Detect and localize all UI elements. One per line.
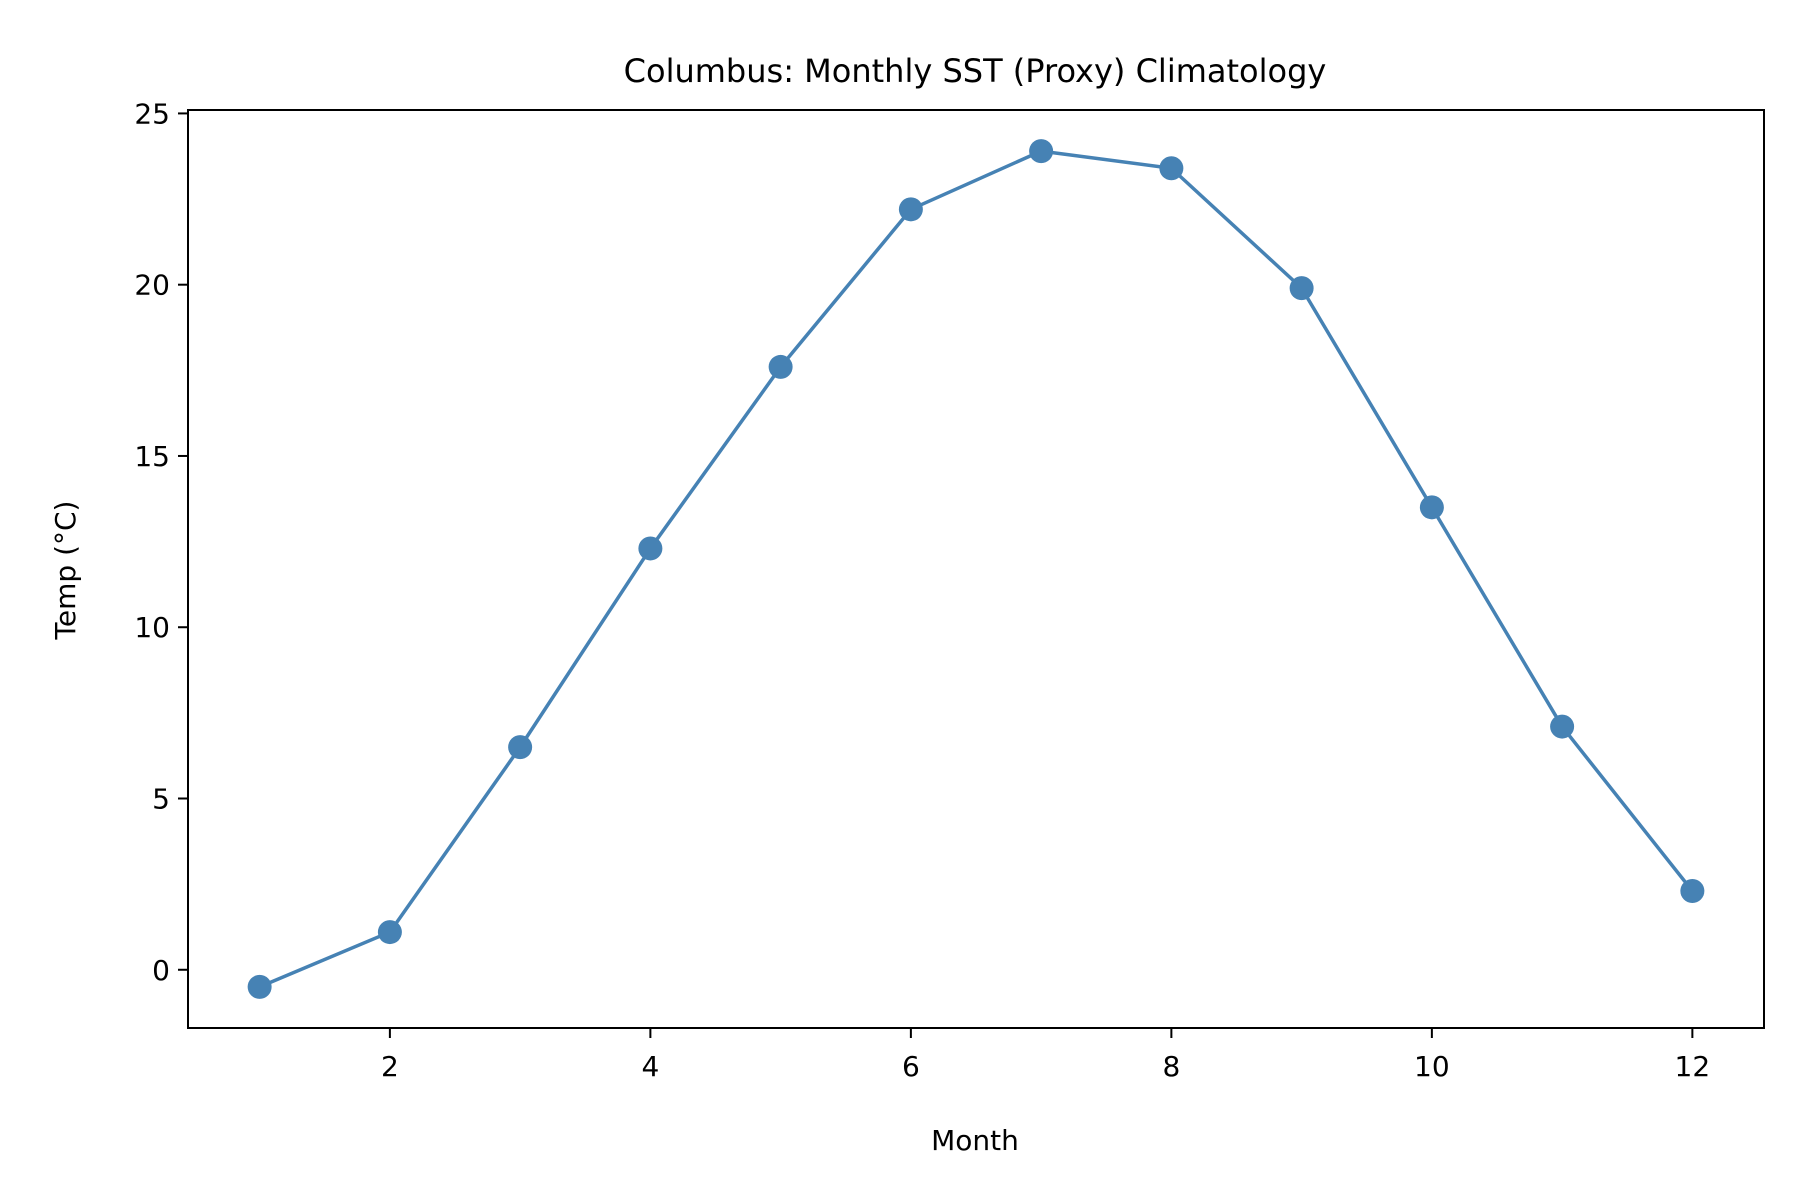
y-tick-label: 10 <box>134 611 170 644</box>
data-point <box>1680 878 1705 903</box>
data-point <box>1289 276 1314 301</box>
x-tick-label: 8 <box>1162 1050 1180 1083</box>
data-point <box>1159 156 1184 181</box>
y-tick-label: 25 <box>134 97 170 130</box>
x-tick-label: 6 <box>902 1050 920 1083</box>
data-point <box>898 197 923 222</box>
y-tick-label: 15 <box>134 440 170 473</box>
plot-frame <box>187 109 1765 1029</box>
x-axis-ticks: 2 4 6 8 10 12 <box>381 1028 1710 1083</box>
chart-title: Columbus: Monthly SST (Proxy) Climatolog… <box>624 52 1327 90</box>
data-point <box>247 974 272 999</box>
series-layer <box>247 139 1705 999</box>
data-point <box>377 920 402 945</box>
y-axis-ticks: 0 5 10 15 20 25 <box>134 97 188 987</box>
y-axis-label: Temp (°C) <box>49 501 82 641</box>
x-tick-label: 4 <box>641 1050 659 1083</box>
data-point <box>638 536 663 561</box>
x-tick-label: 10 <box>1414 1050 1450 1083</box>
x-tick-label: 2 <box>381 1050 399 1083</box>
data-point <box>1419 495 1444 520</box>
data-point <box>508 735 533 760</box>
data-point <box>1550 714 1575 739</box>
x-tick-label: 12 <box>1675 1050 1711 1083</box>
y-tick-label: 0 <box>152 954 170 987</box>
series-line <box>257 149 1695 989</box>
x-axis-label: Month <box>931 1124 1019 1157</box>
data-point <box>1029 139 1054 164</box>
y-tick-label: 5 <box>152 783 170 816</box>
y-tick-label: 20 <box>134 269 170 302</box>
data-point <box>768 354 793 379</box>
